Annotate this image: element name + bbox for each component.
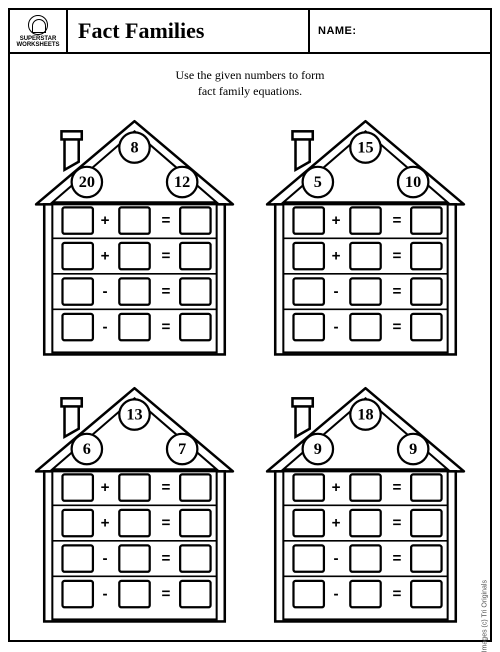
svg-text:9: 9 (314, 440, 322, 458)
header: SUPERSTAR WORKSHEETS Fact Families NAME: (8, 8, 492, 52)
brand-line2: WORKSHEETS (16, 42, 59, 48)
svg-text:=: = (161, 479, 170, 496)
svg-text:+: + (332, 514, 341, 531)
svg-text:=: = (392, 283, 401, 300)
svg-text:=: = (392, 212, 401, 229)
svg-text:7: 7 (178, 440, 186, 458)
svg-text:=: = (392, 479, 401, 496)
svg-text:-: - (334, 550, 339, 567)
svg-text:=: = (161, 248, 170, 265)
fact-family-house[interactable]: 15 5 10 + = + = - = - = (259, 109, 472, 358)
svg-text:=: = (392, 585, 401, 602)
svg-text:-: - (334, 283, 339, 300)
svg-text:+: + (332, 479, 341, 496)
svg-text:20: 20 (79, 173, 95, 191)
svg-text:=: = (161, 514, 170, 531)
svg-text:13: 13 (126, 405, 142, 423)
svg-text:=: = (161, 319, 170, 336)
svg-text:+: + (332, 212, 341, 229)
svg-text:+: + (101, 514, 110, 531)
svg-text:6: 6 (83, 440, 91, 458)
fact-family-house[interactable]: 13 6 7 + = + = - = - = (28, 376, 241, 625)
svg-text:8: 8 (130, 139, 138, 157)
svg-text:=: = (161, 585, 170, 602)
svg-text:=: = (161, 212, 170, 229)
fact-family-house[interactable]: 18 9 9 + = + = - = - = (259, 376, 472, 625)
instructions-line2: fact family equations. (28, 84, 472, 100)
copyright: Images (c) Tri Originals (481, 580, 488, 652)
houses-grid: 8 20 12 + = + = - = - = (28, 109, 472, 619)
svg-text:-: - (103, 585, 108, 602)
instructions-line1: Use the given numbers to form (28, 68, 472, 84)
fact-family-house[interactable]: 8 20 12 + = + = - = - = (28, 109, 241, 358)
svg-text:=: = (392, 319, 401, 336)
svg-text:9: 9 (409, 440, 417, 458)
svg-text:12: 12 (174, 173, 190, 191)
svg-text:-: - (103, 550, 108, 567)
svg-text:+: + (101, 248, 110, 265)
svg-text:+: + (101, 212, 110, 229)
svg-text:=: = (392, 248, 401, 265)
svg-text:=: = (392, 514, 401, 531)
name-field[interactable]: NAME: (310, 10, 490, 52)
svg-text:10: 10 (405, 173, 421, 191)
page-title: Fact Families (68, 10, 310, 52)
svg-text:+: + (332, 248, 341, 265)
svg-text:-: - (103, 283, 108, 300)
svg-text:=: = (161, 283, 170, 300)
svg-text:15: 15 (357, 139, 373, 157)
svg-text:-: - (103, 319, 108, 336)
name-label: NAME: (318, 25, 357, 37)
svg-text:=: = (392, 550, 401, 567)
instructions: Use the given numbers to form fact famil… (28, 68, 472, 99)
svg-text:-: - (334, 585, 339, 602)
svg-text:-: - (334, 319, 339, 336)
logo-icon (28, 15, 48, 35)
brand-logo: SUPERSTAR WORKSHEETS (10, 10, 68, 52)
svg-text:+: + (101, 479, 110, 496)
content-frame: Use the given numbers to form fact famil… (8, 52, 492, 642)
svg-text:=: = (161, 550, 170, 567)
svg-text:18: 18 (357, 405, 373, 423)
worksheet-page: SUPERSTAR WORKSHEETS Fact Families NAME:… (0, 0, 500, 647)
svg-text:5: 5 (314, 173, 322, 191)
